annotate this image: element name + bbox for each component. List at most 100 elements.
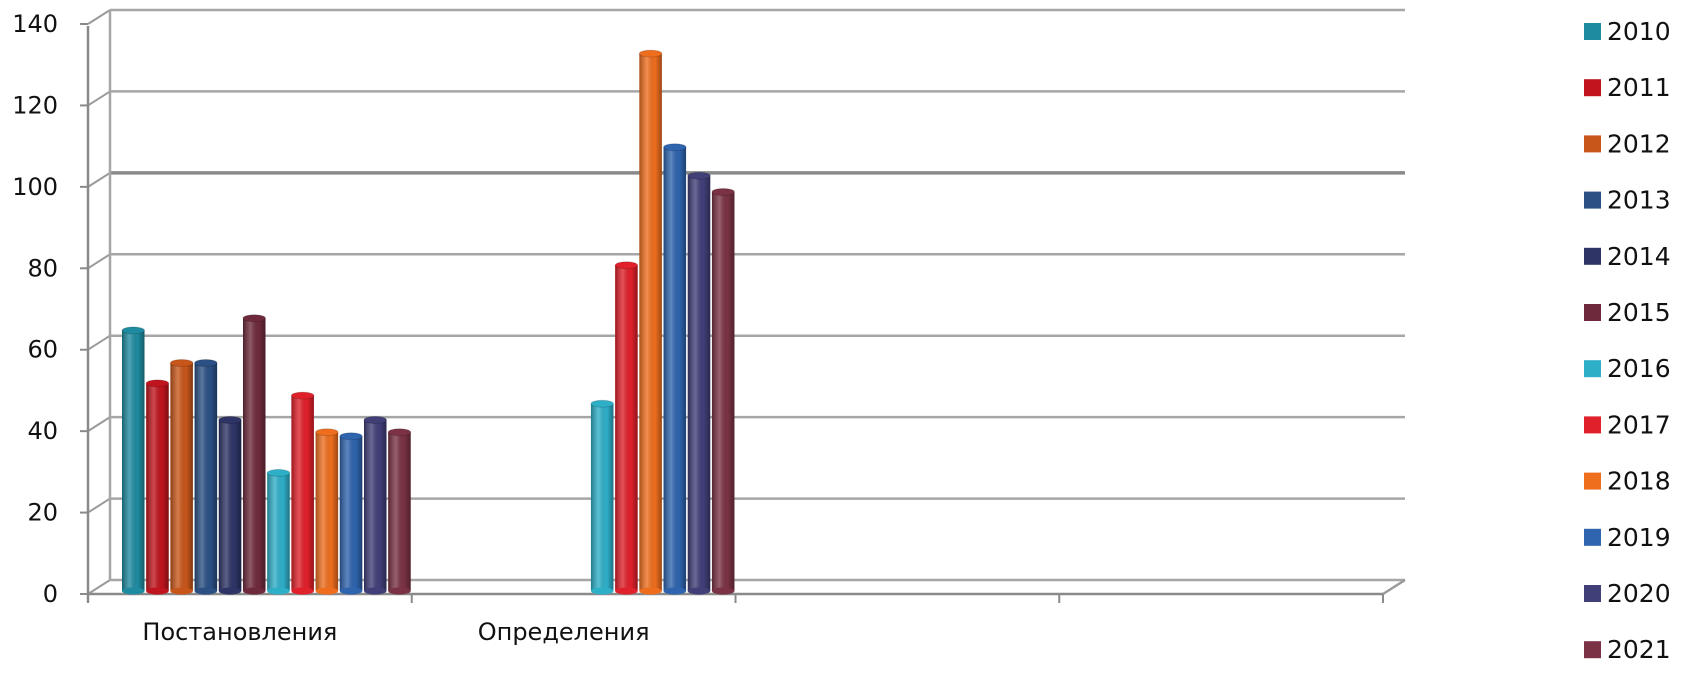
floor-right-edge (1382, 578, 1406, 596)
gridline-depth (87, 579, 111, 595)
bar-cap (290, 391, 315, 400)
legend-swatch (1584, 79, 1601, 97)
bar (169, 359, 194, 595)
bar-cap (638, 49, 663, 58)
bar-cap (687, 171, 711, 180)
gridline-depth (87, 497, 111, 514)
legend-swatch (1584, 247, 1601, 265)
bar-cap (194, 359, 218, 367)
bar-base (146, 587, 169, 595)
gridline-depth (87, 90, 111, 107)
bar-cap (590, 399, 614, 408)
bar-shading (687, 175, 711, 591)
y-tick-label: 60 (27, 336, 58, 364)
bar-base (315, 587, 339, 595)
y-tick-label: 120 (12, 91, 58, 119)
bars (121, 49, 735, 595)
bar-base (364, 587, 387, 595)
bar-cap (363, 416, 387, 424)
gridline-depth (87, 416, 111, 432)
legend-label: 2012 (1607, 129, 1671, 158)
bar (218, 416, 242, 595)
legend-swatch (1584, 135, 1601, 153)
legend-label: 2010 (1607, 17, 1671, 46)
bar-cap (614, 261, 639, 270)
bar-base (267, 587, 290, 595)
bar-cap (663, 143, 687, 152)
bar-cap (339, 432, 363, 441)
bar-base (291, 587, 314, 595)
legend-swatch (1584, 304, 1601, 321)
bar-shading (639, 53, 662, 592)
gridline-depth (87, 172, 111, 188)
bar-base (194, 587, 218, 595)
bar-cap (315, 428, 339, 437)
bar (339, 432, 363, 595)
y-tick-label: 0 (43, 580, 58, 608)
bar-base (639, 587, 662, 595)
bar-base (590, 587, 614, 595)
legend-swatch (1584, 585, 1601, 602)
bar (290, 391, 315, 595)
bar-shading (388, 432, 411, 591)
legend-label: 2013 (1607, 186, 1671, 215)
bar-shading (218, 420, 242, 591)
bar-cap (711, 188, 735, 196)
legend-swatch (1584, 641, 1601, 659)
bar (121, 326, 145, 595)
legend-label: 2020 (1607, 579, 1671, 608)
y-tick-label: 40 (27, 417, 58, 445)
bar (363, 416, 387, 595)
bar (242, 314, 266, 595)
bar (711, 188, 735, 595)
bar (663, 143, 687, 595)
bar-shading (364, 420, 387, 591)
bar (145, 379, 170, 595)
bar-shading (243, 318, 266, 591)
bar-base (339, 587, 363, 595)
bar (638, 49, 663, 595)
bar-base (218, 587, 242, 595)
legend-label: 2015 (1607, 298, 1671, 327)
y-tick-label: 80 (27, 254, 58, 282)
legend-swatch (1584, 23, 1601, 40)
bar-shading (711, 192, 735, 591)
bar (266, 468, 291, 595)
y-tick-label: 20 (27, 499, 58, 527)
legend-label: 2018 (1607, 467, 1671, 496)
bar (194, 359, 218, 595)
bar-shading (590, 403, 614, 591)
bar-shading (615, 265, 638, 591)
bar-base (615, 587, 638, 595)
legend-label: 2016 (1607, 354, 1671, 383)
bar-cap (218, 416, 242, 424)
bar-base (170, 587, 193, 595)
bar-shading (291, 395, 314, 591)
legend-swatch (1584, 472, 1601, 490)
bar-shading (663, 147, 687, 591)
bar-cap (387, 428, 412, 437)
legend-label: 2011 (1607, 73, 1671, 102)
bar (315, 428, 339, 595)
legend-swatch (1584, 416, 1601, 434)
bar (614, 261, 639, 595)
bar-shading (146, 383, 169, 591)
bar-base (243, 587, 266, 595)
category-label: Постановления (142, 618, 337, 646)
legend-swatch (1584, 191, 1601, 209)
bar-shading (170, 363, 193, 591)
legend-swatch (1584, 360, 1601, 378)
gridline-depth (87, 253, 111, 270)
legend-label: 2021 (1607, 635, 1671, 664)
bar-cap (121, 326, 145, 335)
legend-label: 2014 (1607, 242, 1671, 271)
y-tick-label: 100 (12, 173, 58, 201)
bar-base (687, 587, 711, 595)
bar (687, 171, 711, 595)
bar-cap (242, 314, 266, 323)
axis-labels: 0 20 40 60 80 100 120 140 Постановления Определен… (12, 10, 649, 646)
y-tick-label: 140 (12, 10, 58, 38)
bar-cap (145, 379, 170, 388)
legend-label: 2019 (1607, 523, 1671, 552)
